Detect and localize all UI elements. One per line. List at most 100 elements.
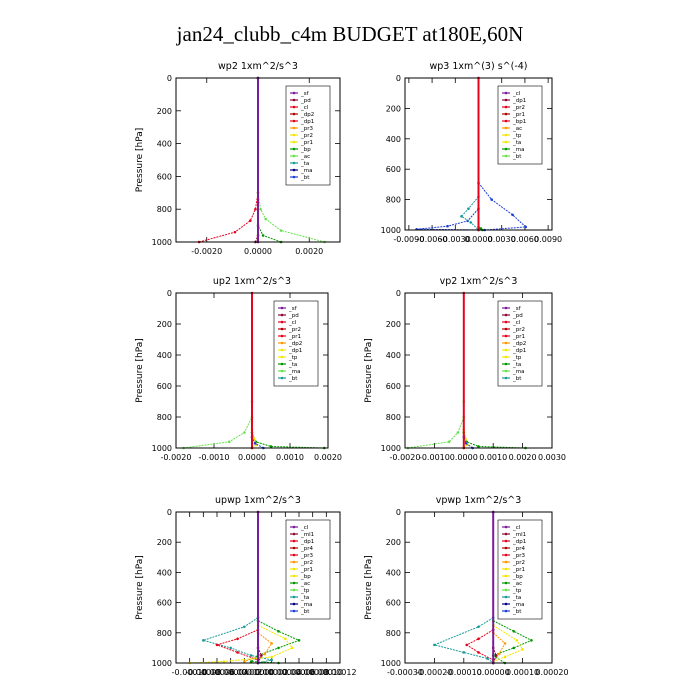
data-point <box>521 648 524 651</box>
data-point <box>284 637 287 641</box>
legend-marker <box>280 376 284 380</box>
legend-marker <box>504 306 508 310</box>
legend-label: _pr2 <box>300 560 313 566</box>
legend-marker <box>504 140 508 144</box>
x-tick-label: 0.0000 <box>238 453 266 462</box>
y-tick-label: 400 <box>157 351 172 360</box>
legend-marker <box>504 334 508 338</box>
data-point <box>249 654 253 657</box>
legend-marker <box>504 362 508 366</box>
panel-title: upwp 1xm^2/s^3 <box>215 495 301 506</box>
y-tick-label: 0 <box>167 289 172 298</box>
legend-marker <box>504 105 508 109</box>
legend-label: _pr2 <box>512 327 525 333</box>
x-tick-label: -0.0010 <box>419 453 450 462</box>
y-tick-label: 0 <box>167 508 172 517</box>
legend-label: _pr3 <box>300 553 314 559</box>
legend-label: _pr1 <box>512 112 525 118</box>
legend-marker <box>504 376 508 380</box>
legend: _cl_ml1_dp1_pr4_pr3_pr2_pr1_bp_ac_tp_ta_… <box>497 519 543 620</box>
panel-title: wp2 1xm^2/s^3 <box>218 61 298 72</box>
series-line-dp1 <box>183 401 253 449</box>
legend-label: _ta <box>300 161 309 167</box>
data-point <box>243 625 246 629</box>
panel-title: vpwp 1xm^2/s^3 <box>436 495 522 506</box>
x-tick-label: -0.0020 <box>161 453 192 462</box>
x-tick-label: 0.0030 <box>488 235 516 244</box>
legend-marker <box>504 154 508 158</box>
y-tick-label: 1000 <box>152 444 172 453</box>
y-tick-label: 200 <box>386 538 401 547</box>
data-point <box>270 655 273 659</box>
x-tick-label: 0.00000 <box>477 668 510 677</box>
data-point <box>270 658 273 662</box>
series-line-dp2 <box>251 432 325 449</box>
data-point <box>279 229 283 232</box>
data-point <box>229 646 232 650</box>
series-line-pr2 <box>189 624 293 664</box>
x-tick-label: 0.0020 <box>295 247 323 256</box>
y-tick-label: 600 <box>157 172 172 181</box>
data-point <box>503 655 507 659</box>
legend: _cl_dp1_pr2_pr1_bp1_ac_tp_ta_ma_bt <box>497 85 543 165</box>
legend-marker <box>504 546 508 550</box>
data-point <box>497 652 501 656</box>
y-axis-label: Pressure [hPa] <box>135 555 145 620</box>
data-point <box>253 442 257 445</box>
legend-label: _sf <box>512 306 522 312</box>
legend-label: _ta <box>512 362 521 368</box>
plot-frame <box>404 77 553 231</box>
chart-panel-6: vpwp 1xm^2/s^3 Pressure [hPa] 0 200 400 600 80… <box>364 495 569 677</box>
legend-marker <box>504 553 508 557</box>
legend-marker <box>292 588 296 592</box>
x-tick-label: 0.00010 <box>506 668 539 677</box>
legend-label: _pr4 <box>512 546 526 552</box>
legend: _cl_ml1_dp1_pr4_pr3_pr2_pr1_bp_ac_tp_ta_… <box>285 519 331 620</box>
plot-frame <box>175 292 329 449</box>
plot-frame <box>175 511 341 664</box>
chart-panel-1: wp2 1xm^2/s^3 Pressure [hPa] 0 200 400 600 800… <box>135 61 341 256</box>
legend-label: _ta <box>300 595 309 601</box>
data-point <box>264 217 267 221</box>
x-tick-label: 0.0020 <box>314 453 342 462</box>
legend-label: _cl <box>512 91 521 97</box>
legend-label: _cl <box>512 320 521 326</box>
data-point <box>254 207 257 211</box>
y-tick-label: 800 <box>157 413 172 422</box>
legend-marker <box>292 133 296 137</box>
data-point <box>269 445 273 448</box>
y-axis-label: Pressure [hPa] <box>364 555 374 620</box>
x-tick-label: -0.0020 <box>191 247 222 256</box>
legend-marker <box>292 525 296 529</box>
legend-label: _cl <box>512 525 521 531</box>
legend-marker <box>504 581 508 585</box>
legend-label: _ta <box>512 595 521 601</box>
y-tick-label: 600 <box>386 382 401 391</box>
data-point <box>460 215 463 218</box>
legend-label: _bt <box>300 609 310 615</box>
y-tick-label: 0 <box>396 74 401 83</box>
data-point <box>233 230 237 234</box>
legend-label: _ma <box>512 602 524 608</box>
data-point <box>462 651 466 654</box>
legend-marker <box>292 574 296 578</box>
legend-marker <box>504 539 508 543</box>
y-tick-label: 1000 <box>152 238 172 247</box>
legend-marker <box>280 306 284 310</box>
legend-marker <box>504 369 508 373</box>
legend-marker <box>504 98 508 102</box>
legend-label: _tp <box>512 588 522 594</box>
y-tick-label: 1000 <box>152 659 172 668</box>
legend-marker <box>292 154 296 158</box>
data-point <box>530 639 533 642</box>
legend-label: _ac <box>300 154 310 160</box>
series-line-dp1 <box>198 78 259 243</box>
x-tick-label: -0.0010 <box>199 453 230 462</box>
legend-marker <box>280 341 284 345</box>
y-tick-label: 600 <box>386 165 401 174</box>
y-tick-label: 400 <box>386 351 401 360</box>
legend-label: _ac <box>512 126 522 132</box>
legend-label: _tp <box>512 133 522 139</box>
y-tick-label: 600 <box>157 599 172 608</box>
legend-label: _dp1 <box>512 98 526 104</box>
